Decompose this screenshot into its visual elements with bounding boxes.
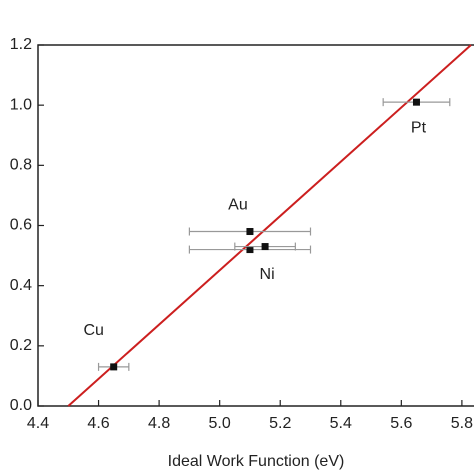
data-point <box>246 228 254 236</box>
y-tick-label: 1.2 <box>10 36 32 53</box>
y-tick-label: 1.0 <box>10 96 32 113</box>
y-tick-label: 0.4 <box>10 277 32 294</box>
y-tick-label: 0.2 <box>10 337 32 354</box>
x-tick-label: 5.2 <box>269 415 291 432</box>
y-tick-label: 0.0 <box>10 397 32 414</box>
point-label: Ni <box>260 266 275 283</box>
x-tick-label: 4.4 <box>27 415 49 432</box>
data-point <box>246 246 254 254</box>
plot-frame <box>37 44 474 407</box>
data-point <box>261 243 269 251</box>
fit-line <box>67 44 472 407</box>
y-tick-label: 0.8 <box>10 157 32 174</box>
y-tick-label: 0.6 <box>10 217 32 234</box>
point-label: Au <box>228 197 248 214</box>
x-axis-label: Ideal Work Function (eV) <box>168 453 345 470</box>
point-label: Pt <box>411 119 427 136</box>
x-tick-label: 5.0 <box>209 415 231 432</box>
data-point <box>412 98 420 106</box>
x-tick-label: 4.6 <box>87 415 109 432</box>
x-tick-label: 5.6 <box>390 415 412 432</box>
point-label: Cu <box>83 322 103 339</box>
x-tick-label: 5.4 <box>330 415 352 432</box>
x-tick-label: 5.8 <box>451 415 473 432</box>
x-tick-label: 4.8 <box>148 415 170 432</box>
data-point <box>110 363 118 371</box>
